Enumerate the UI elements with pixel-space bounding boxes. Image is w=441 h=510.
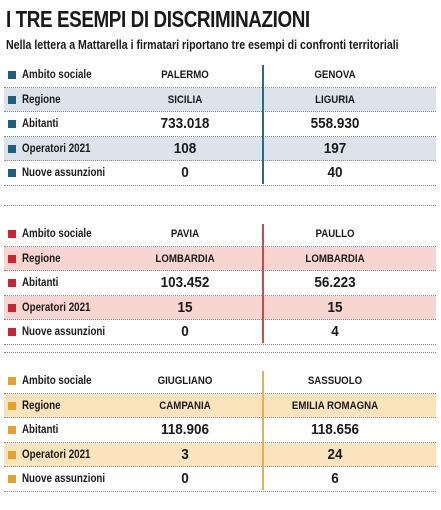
row-label: Abitanti	[22, 424, 59, 436]
cell-value: 103.452	[160, 274, 210, 291]
table-row: Ambito sociale PAVIA PAULLO	[4, 222, 436, 247]
cell-value: LIGURIA	[315, 93, 355, 106]
row-label: Abitanti	[22, 277, 59, 289]
bullet	[8, 95, 16, 104]
bullet	[8, 254, 16, 263]
table-row: Abitanti 118.906 118.656	[4, 418, 436, 443]
cell-value: LOMBARDIA	[305, 252, 365, 265]
table-group: Ambito sociale PALERMO GENOVA Regione SICILI…	[4, 63, 436, 186]
cell-value: 24	[327, 445, 343, 463]
cell-value: 0	[181, 164, 189, 181]
table-row: Regione LOMBARDIA LOMBARDIA	[4, 246, 436, 271]
table-row: Ambito sociale PALERMO GENOVA	[4, 63, 436, 88]
table-row: Operatori 2021 108 197	[4, 136, 436, 161]
cell-value: 558.930	[310, 115, 360, 132]
row-label: Abitanti	[22, 118, 59, 130]
row-label: Regione	[22, 399, 61, 412]
bullet	[8, 401, 16, 410]
separator	[4, 205, 436, 206]
table-group: Ambito sociale GIUGLIANO SASSUOLO Regione CA…	[4, 369, 436, 492]
bullet	[8, 120, 16, 128]
row-label: Nuove assunzioni	[22, 326, 106, 338]
bullet	[8, 230, 16, 238]
row-label: Operatori 2021	[22, 142, 91, 155]
column-divider	[262, 224, 264, 343]
cell-value: 6	[331, 470, 339, 487]
cell-value: 15	[177, 298, 193, 316]
row-label: Regione	[22, 252, 61, 265]
cell-value: 0	[181, 470, 189, 487]
table-row: Abitanti 103.452 56.223	[4, 271, 436, 296]
table-row: Operatori 2021 15 15	[4, 295, 436, 320]
bullet	[8, 377, 16, 385]
bullet	[8, 450, 16, 459]
separator	[4, 352, 436, 353]
cell-value: 733.018	[160, 115, 210, 132]
cell-value: 118.906	[160, 421, 210, 438]
cell-value: SASSUOLO	[307, 375, 363, 387]
cell-value: 56.223	[314, 274, 356, 291]
row-label: Regione	[22, 93, 61, 106]
table-row: Nuove assunzioni 0 6	[4, 467, 436, 492]
bullet	[8, 279, 16, 287]
cell-value: GENOVA	[314, 69, 356, 81]
column-divider	[262, 65, 264, 184]
bullet	[8, 475, 16, 483]
cell-value: 15	[327, 298, 343, 316]
table-group: Ambito sociale PAVIA PAULLO Regione LOMBARDI…	[4, 222, 436, 345]
bullet	[8, 169, 16, 177]
cell-value: PAULLO	[315, 228, 355, 240]
cell-value: 108	[173, 139, 197, 157]
row-label: Nuove assunzioni	[22, 167, 106, 179]
table-row: Nuove assunzioni 0 4	[4, 320, 436, 345]
row-label: Ambito sociale	[22, 375, 92, 387]
cell-value: EMILIA ROMAGNA	[291, 399, 379, 412]
table-row: Operatori 2021 3 24	[4, 442, 436, 467]
table-row: Nuove assunzioni 0 40	[4, 161, 436, 186]
column-divider	[262, 371, 264, 490]
bullet	[8, 426, 16, 434]
cell-value: PALERMO	[161, 69, 209, 81]
bullet	[8, 144, 16, 153]
cell-value: 3	[181, 445, 189, 463]
title: I TRE ESEMPI DI DISCRIMINAZIONI	[6, 6, 310, 32]
cell-value: CAMPANIA	[159, 399, 211, 412]
cell-value: 40	[327, 164, 343, 181]
cell-value: GIUGLIANO	[157, 375, 213, 387]
cell-value: 118.656	[310, 421, 360, 438]
table-row: Abitanti 733.018 558.930	[4, 112, 436, 137]
row-label: Nuove assunzioni	[22, 473, 106, 485]
bullet	[8, 71, 16, 79]
cell-value: LOMBARDIA	[155, 252, 215, 265]
cell-value: 197	[323, 139, 347, 157]
bullet	[8, 303, 16, 312]
table-row: Ambito sociale GIUGLIANO SASSUOLO	[4, 369, 436, 394]
subtitle: Nella lettera a Mattarella i firmatari r…	[6, 38, 399, 52]
cell-value: PAVIA	[170, 228, 200, 240]
cell-value: 4	[331, 323, 339, 340]
row-label: Operatori 2021	[22, 301, 91, 314]
cell-value: SICILIA	[167, 93, 203, 106]
row-label: Ambito sociale	[22, 228, 92, 240]
row-label: Operatori 2021	[22, 448, 91, 461]
cell-value: 0	[181, 323, 189, 340]
bullet	[8, 328, 16, 336]
table-row: Regione SICILIA LIGURIA	[4, 87, 436, 112]
table-row: Regione CAMPANIA EMILIA ROMAGNA	[4, 393, 436, 418]
row-label: Ambito sociale	[22, 69, 92, 81]
